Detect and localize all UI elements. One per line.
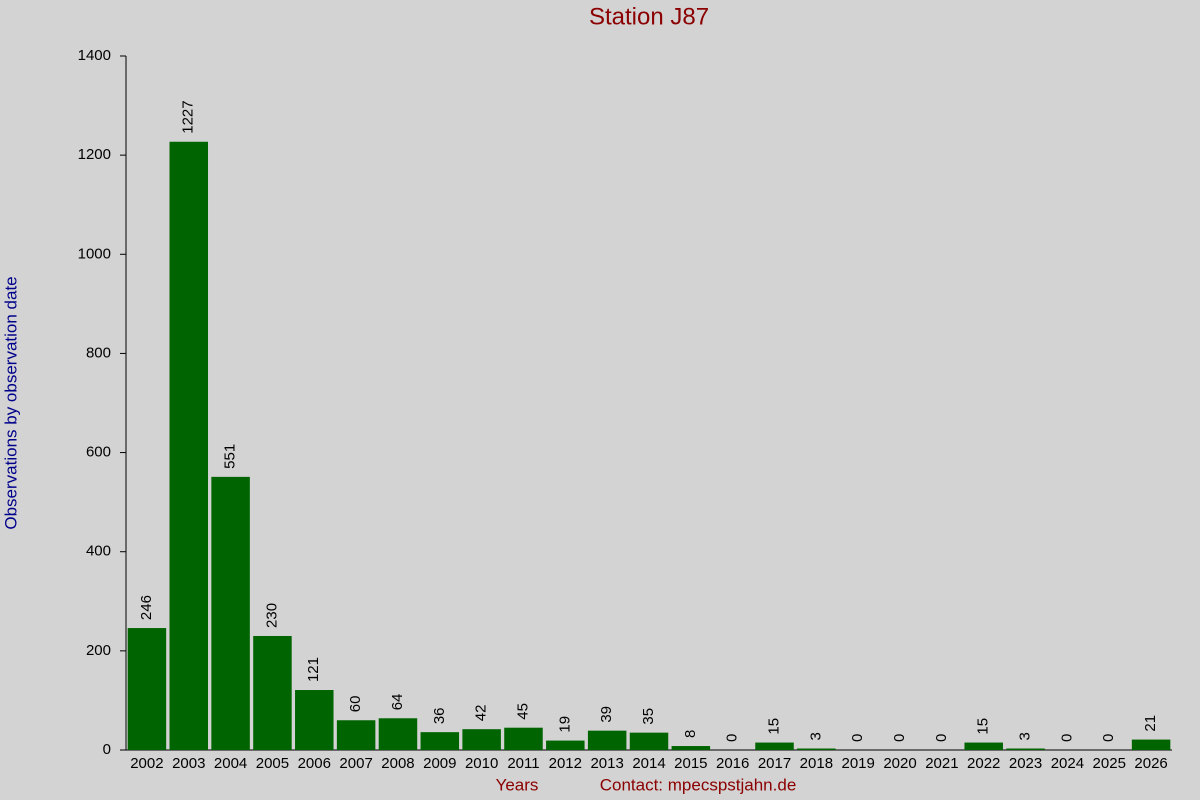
x-tick-label: 2005 [256, 755, 289, 772]
x-tick-label: 2016 [716, 755, 749, 772]
bar [420, 732, 460, 750]
bar [253, 635, 292, 750]
bar [755, 742, 794, 750]
value-label: 3 [1017, 732, 1034, 740]
bar [462, 729, 501, 750]
bar [797, 748, 836, 750]
value-label: 246 [138, 595, 155, 620]
value-label: 0 [724, 734, 741, 742]
x-tick-label: 2025 [1093, 755, 1126, 772]
x-tick-label: 2003 [172, 755, 205, 772]
bar [169, 141, 209, 751]
y-tick-label: 200 [86, 642, 111, 659]
value-label: 21 [1142, 715, 1159, 732]
y-tick-label: 400 [86, 543, 111, 560]
bar [629, 732, 669, 750]
x-tick-label: 2012 [549, 755, 582, 772]
chart-title: Station J87 [589, 3, 709, 30]
value-label: 0 [1058, 734, 1075, 742]
x-tick-label: 2017 [758, 755, 791, 772]
value-label: 35 [640, 708, 657, 725]
y-tick-label: 1400 [78, 47, 111, 64]
value-label: 8 [682, 730, 699, 738]
bar [127, 628, 167, 750]
x-tick-label: 2015 [674, 755, 707, 772]
value-label: 39 [598, 706, 615, 723]
bar [1131, 739, 1171, 750]
value-label: 0 [849, 734, 866, 742]
value-label: 15 [765, 718, 782, 735]
value-label: 551 [222, 444, 239, 469]
bar [336, 720, 376, 750]
x-tick-label: 2007 [339, 755, 372, 772]
value-label: 0 [933, 734, 950, 742]
x-tick-label: 2004 [214, 755, 247, 772]
x-tick-label: 2024 [1051, 755, 1084, 772]
value-label: 64 [389, 694, 406, 711]
x-tick-label: 2011 [507, 755, 539, 772]
bar [378, 718, 418, 750]
x-tick-label: 2006 [298, 755, 331, 772]
bar [546, 740, 585, 750]
x-tick-label: 2010 [465, 755, 498, 772]
y-tick-label: 0 [103, 741, 111, 758]
x-tick-label: 2019 [842, 755, 875, 772]
bar [587, 730, 627, 750]
x-tick-label: 2014 [632, 755, 665, 772]
x-tick-label: 2009 [423, 755, 456, 772]
value-label: 121 [305, 657, 322, 682]
x-axis-label: Years [496, 775, 539, 794]
x-tick-label: 2002 [130, 755, 163, 772]
x-tick-label: 2020 [883, 755, 916, 772]
value-label: 1227 [180, 100, 197, 133]
value-label: 60 [347, 696, 364, 713]
bar [295, 690, 334, 750]
value-label: 0 [1100, 734, 1117, 742]
y-axis-label: Observations by observation date [1, 276, 20, 529]
y-tick-label: 1200 [78, 146, 111, 163]
y-tick-label: 1000 [78, 245, 111, 262]
x-tick-label: 2023 [1009, 755, 1042, 772]
bar [671, 746, 711, 750]
y-tick-label: 800 [86, 344, 111, 361]
x-tick-label: 2026 [1134, 755, 1167, 772]
y-tick-label: 600 [86, 444, 111, 461]
contact: Contact: mpecspstjahn.de [600, 775, 797, 794]
bar [1006, 748, 1045, 750]
x-tick-label: 2018 [800, 755, 833, 772]
x-tick-label: 2021 [925, 755, 958, 772]
bar [964, 742, 1003, 750]
value-label: 230 [263, 603, 280, 628]
bar [504, 727, 543, 750]
x-tick-label: 2013 [590, 755, 623, 772]
value-label: 19 [556, 716, 573, 733]
value-label: 45 [514, 703, 531, 720]
x-tick-label: 2022 [967, 755, 1000, 772]
value-label: 0 [891, 734, 908, 742]
bar [211, 476, 250, 750]
value-label: 36 [431, 707, 448, 724]
value-label: 3 [807, 732, 824, 740]
x-tick-label: 2008 [381, 755, 414, 772]
value-label: 15 [975, 718, 992, 735]
value-label: 42 [473, 704, 490, 721]
